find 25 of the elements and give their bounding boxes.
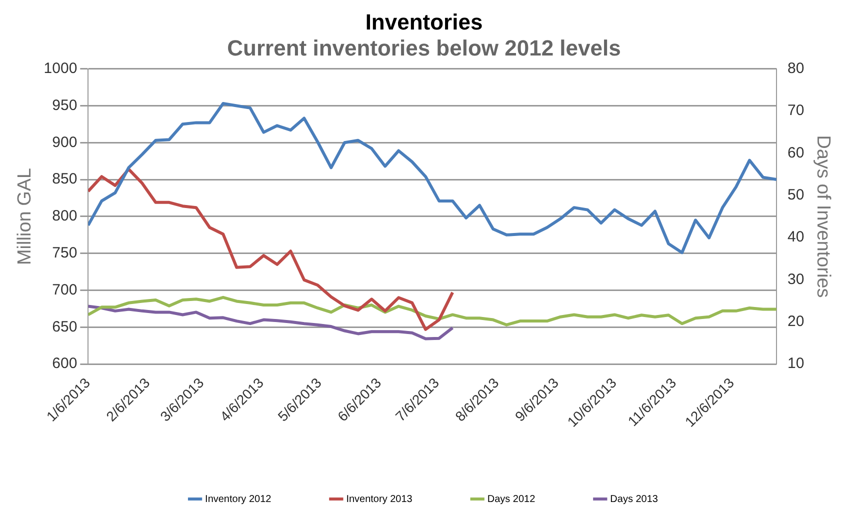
y-tick-label: 950 — [52, 96, 78, 114]
y2-tick-label: 30 — [788, 270, 804, 288]
y2-tick-label: 50 — [788, 186, 804, 204]
y2-tick-label: 20 — [788, 313, 804, 330]
y-axis-title: Million GAL — [14, 168, 36, 266]
y-tick-label: 850 — [52, 170, 78, 188]
chart-title: Inventories — [365, 9, 483, 34]
legend-label: Days 2013 — [610, 494, 658, 505]
y-tick-label: 600 — [52, 355, 78, 372]
y2-tick-label: 40 — [788, 228, 804, 246]
legend-label: Inventory 2013 — [346, 494, 413, 505]
y2-tick-label: 60 — [788, 144, 804, 162]
legend-label: Inventory 2012 — [205, 494, 272, 505]
y-tick-label: 650 — [52, 318, 78, 336]
y2-axis-title: Days of Inventories — [812, 135, 834, 298]
y-tick-label: 900 — [52, 134, 78, 151]
y-tick-label: 750 — [52, 244, 78, 262]
y-tick-label: 700 — [52, 281, 78, 298]
y-tick-label: 800 — [52, 208, 78, 225]
y2-tick-label: 10 — [788, 355, 804, 372]
legend-label: Days 2012 — [487, 494, 536, 505]
y-tick-label: 1000 — [44, 60, 78, 77]
y2-tick-label: 80 — [788, 60, 804, 77]
chart-subtitle: Current inventories below 2012 levels — [227, 36, 621, 61]
y2-tick-label: 70 — [788, 102, 804, 120]
